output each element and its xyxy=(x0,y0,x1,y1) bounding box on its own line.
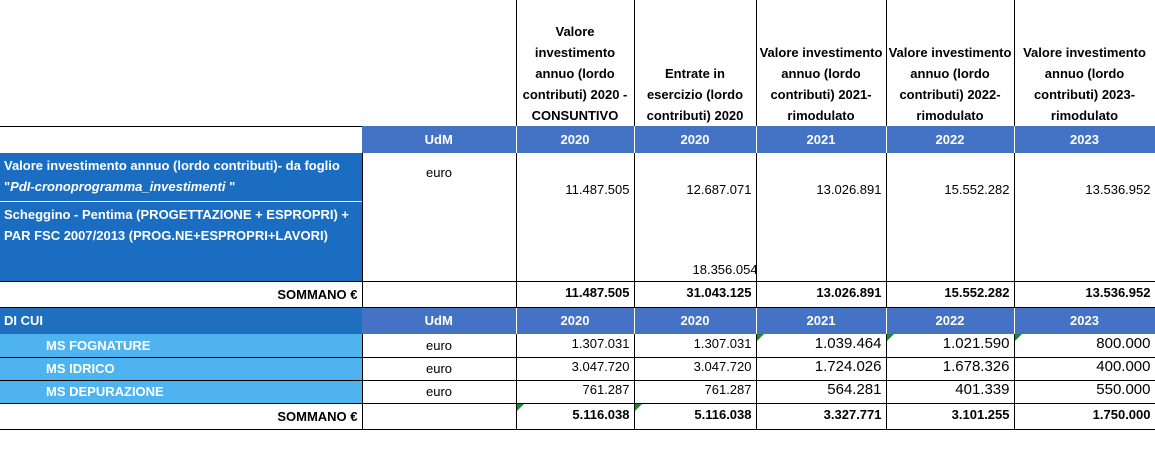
empty-cell[interactable] xyxy=(362,402,517,430)
sum-value[interactable]: 15.552.282 xyxy=(886,280,1015,308)
sum-row: SOMMANO € 5.116.038 5.116.038 3.327.771 … xyxy=(0,402,1155,430)
value-cell[interactable]: 13.536.952 xyxy=(1014,153,1155,201)
value-cell[interactable]: 1.307.031 xyxy=(516,334,635,358)
value-cell[interactable]: 15.552.282 xyxy=(886,153,1015,201)
sum-value[interactable]: 13.536.952 xyxy=(1014,280,1155,308)
label-part: Valore investimento annuo (lordo contrib… xyxy=(4,158,340,194)
value-cell[interactable]: 3.047.720 xyxy=(634,357,757,381)
empty-cell[interactable] xyxy=(362,0,517,126)
header-cell[interactable]: Entrate in esercizio (lordo contributi) … xyxy=(634,0,757,126)
empty-cell[interactable] xyxy=(362,280,517,308)
year-cell[interactable]: 2020 xyxy=(634,307,757,334)
header-cell[interactable]: Valore investimento annuo (lordo contrib… xyxy=(516,0,635,126)
empty-cell[interactable] xyxy=(0,125,362,153)
value-cell[interactable]: 761.287 xyxy=(516,380,635,404)
row-label-scheggino[interactable]: Scheggino - Pentima (PROGETTAZIONE + ESP… xyxy=(0,200,362,281)
table-row: MS IDRICO euro 3.047.720 3.047.720 1.724… xyxy=(0,357,1155,381)
value-cell[interactable]: 1.039.464 xyxy=(756,334,887,358)
year-cell[interactable]: 2020 xyxy=(516,307,635,334)
unit-cell[interactable] xyxy=(361,201,517,281)
sub-row-label[interactable]: MS DEPURAZIONE xyxy=(0,380,362,404)
unit-cell[interactable]: euro xyxy=(361,380,517,404)
unit-cell[interactable]: euro xyxy=(361,153,517,201)
value-cell[interactable]: 11.487.505 xyxy=(516,153,635,201)
value-cell[interactable]: 1.021.590 xyxy=(886,334,1015,358)
udm-cell[interactable]: UdM xyxy=(362,126,517,153)
sum-label[interactable]: SOMMANO € xyxy=(0,280,363,308)
label-italic: PdI-cronoprogramma_investimenti xyxy=(10,179,226,194)
unit-cell[interactable]: euro xyxy=(361,334,517,358)
sum-value[interactable]: 3.101.255 xyxy=(886,402,1015,430)
value-cell[interactable]: 1.724.026 xyxy=(756,357,887,381)
header-cell[interactable]: Valore investimento annuo (lordo contrib… xyxy=(756,0,887,126)
value-cell[interactable]: 800.000 xyxy=(1014,334,1155,358)
value-cell[interactable] xyxy=(1014,201,1155,281)
year-cell[interactable]: 2020 xyxy=(634,126,757,153)
table-row: Scheggino - Pentima (PROGETTAZIONE + ESP… xyxy=(0,200,1155,281)
table-row: MS DEPURAZIONE euro 761.287 761.287 564.… xyxy=(0,380,1155,404)
column-header-row: Valore investimento annuo (lordo contrib… xyxy=(0,0,1155,126)
row-label-valore[interactable]: Valore investimento annuo (lordo contrib… xyxy=(0,153,362,201)
sum-value[interactable]: 3.327.771 xyxy=(756,402,887,430)
value-cell[interactable] xyxy=(516,201,635,281)
value-cell[interactable]: 12.687.071 xyxy=(634,153,757,201)
label-part: " xyxy=(225,179,236,194)
value-cell[interactable]: 761.287 xyxy=(634,380,757,404)
year-cell[interactable]: 2021 xyxy=(756,307,887,334)
sum-value[interactable]: 5.116.038 xyxy=(516,402,635,430)
sum-row: SOMMANO € 11.487.505 31.043.125 13.026.8… xyxy=(0,280,1155,308)
sum-value[interactable]: 1.750.000 xyxy=(1014,402,1155,430)
value-cell[interactable]: 18.356.054 xyxy=(634,201,757,281)
value-cell[interactable]: 550.000 xyxy=(1014,380,1155,404)
sub-row-label[interactable]: MS IDRICO xyxy=(0,357,362,381)
value-cell[interactable]: 13.026.891 xyxy=(756,153,887,201)
value-cell[interactable] xyxy=(886,201,1015,281)
header-cell[interactable]: Valore investimento annuo (lordo contrib… xyxy=(1014,0,1155,126)
year-band-row: UdM 2020 2020 2021 2022 2023 xyxy=(0,125,1155,153)
value-cell[interactable]: 564.281 xyxy=(756,380,887,404)
year-cell[interactable]: 2022 xyxy=(886,126,1015,153)
value-cell[interactable]: 401.339 xyxy=(886,380,1015,404)
year-cell[interactable]: 2023 xyxy=(1014,307,1155,334)
sum-value[interactable]: 11.487.505 xyxy=(516,280,635,308)
sum-value[interactable]: 5.116.038 xyxy=(634,402,757,430)
udm-cell[interactable]: UdM xyxy=(362,307,517,334)
value-cell[interactable]: 1.678.326 xyxy=(886,357,1015,381)
sum-value[interactable]: 31.043.125 xyxy=(634,280,757,308)
value-cell[interactable]: 400.000 xyxy=(1014,357,1155,381)
spreadsheet-table: Valore investimento annuo (lordo contrib… xyxy=(0,0,1155,430)
di-cui-band-row: DI CUI UdM 2020 2020 2021 2022 2023 xyxy=(0,307,1155,334)
year-cell[interactable]: 2022 xyxy=(886,307,1015,334)
value-cell[interactable] xyxy=(756,201,887,281)
table-row: Valore investimento annuo (lordo contrib… xyxy=(0,153,1155,201)
year-cell[interactable]: 2023 xyxy=(1014,126,1155,153)
sum-value[interactable]: 13.026.891 xyxy=(756,280,887,308)
unit-cell[interactable]: euro xyxy=(361,357,517,381)
year-cell[interactable]: 2020 xyxy=(516,126,635,153)
sum-label[interactable]: SOMMANO € xyxy=(0,402,363,430)
di-cui-label[interactable]: DI CUI xyxy=(0,307,362,334)
value-cell[interactable]: 3.047.720 xyxy=(516,357,635,381)
empty-cell[interactable] xyxy=(0,0,362,126)
header-cell[interactable]: Valore investimento annuo (lordo contrib… xyxy=(886,0,1015,126)
year-cell[interactable]: 2021 xyxy=(756,126,887,153)
sub-row-label[interactable]: MS FOGNATURE xyxy=(0,334,362,358)
value-cell[interactable]: 1.307.031 xyxy=(634,334,757,358)
table-row: MS FOGNATURE euro 1.307.031 1.307.031 1.… xyxy=(0,334,1155,358)
